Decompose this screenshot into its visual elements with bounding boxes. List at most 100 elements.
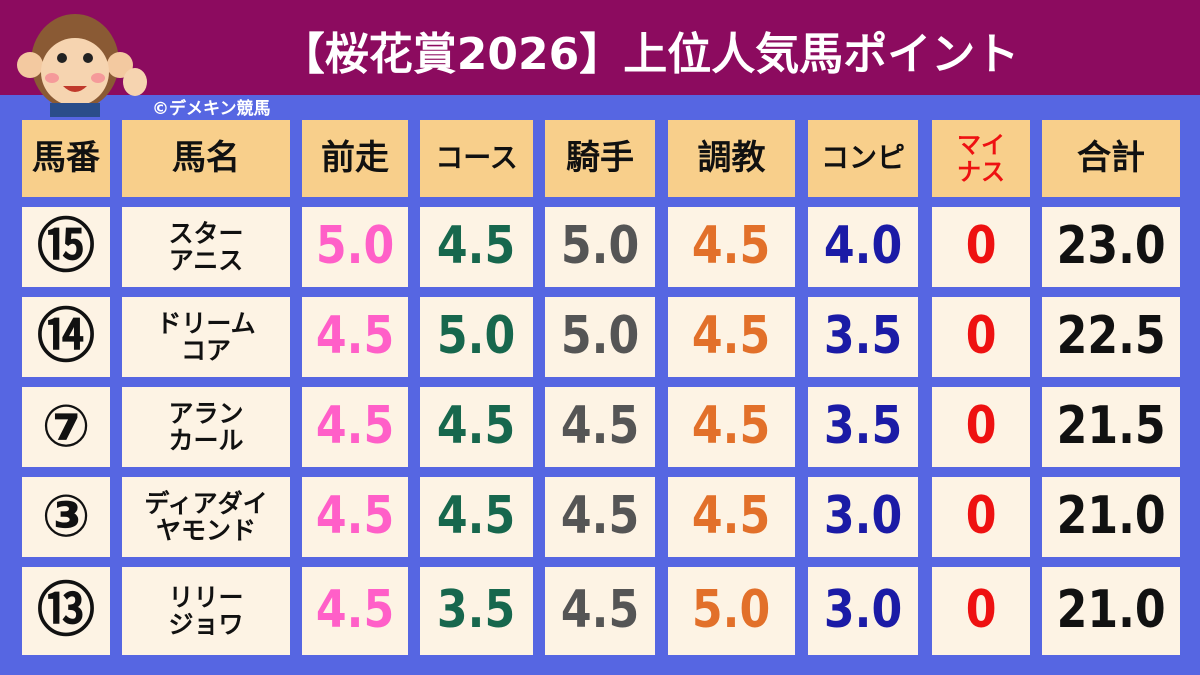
- name-text: スター: [168, 218, 244, 248]
- score: 5.0: [437, 306, 516, 367]
- header-band: [0, 0, 1200, 95]
- column-header: 調教: [668, 120, 795, 197]
- score-cell: 3.5: [808, 387, 918, 467]
- number-text: ③: [41, 482, 91, 551]
- score: 4.5: [692, 396, 771, 457]
- header-text: ナス: [957, 157, 1005, 186]
- score: 23.0: [1056, 216, 1166, 277]
- title: 【桜花賞2026】上位人気馬ポイント: [280, 29, 1020, 80]
- score-cell: 0: [932, 387, 1030, 467]
- header-text: 騎手: [566, 137, 634, 178]
- score: 21.0: [1056, 580, 1166, 641]
- score: 4.5: [560, 486, 640, 547]
- score-cell: 5.0: [302, 207, 408, 287]
- number-text: ⑬: [36, 576, 95, 645]
- score: 4.5: [315, 396, 395, 457]
- score-cell: 4.5: [302, 297, 408, 377]
- column-header: 前走: [302, 120, 408, 197]
- score: 4.5: [692, 216, 771, 277]
- score-cell: 21.0: [1042, 477, 1180, 557]
- score-cell: 3.0: [808, 567, 918, 655]
- column-header: 馬名: [122, 120, 290, 197]
- score: 4.0: [823, 216, 903, 277]
- score-cell: 4.5: [420, 207, 533, 287]
- horse-number: ⑭: [22, 297, 110, 377]
- score-cell: 21.5: [1042, 387, 1180, 467]
- score-cell: 4.5: [668, 387, 795, 467]
- header-text: コース: [435, 141, 518, 175]
- score: 21.0: [1056, 486, 1166, 547]
- header-text: 馬番: [32, 137, 100, 178]
- score: 5.0: [692, 580, 771, 641]
- score: 4.5: [437, 486, 516, 547]
- horse-number: ⑮: [22, 207, 110, 287]
- column-header: コンピ: [808, 120, 918, 197]
- score: 0: [965, 396, 997, 457]
- name-text: ジョワ: [168, 610, 244, 639]
- score-cell: 5.0: [420, 297, 533, 377]
- header-text: 合計: [1077, 137, 1145, 178]
- header-text: 馬名: [172, 137, 240, 178]
- score: 0: [965, 306, 997, 367]
- score: 3.5: [437, 580, 516, 641]
- score: 0: [965, 216, 997, 277]
- score-cell: 5.0: [545, 207, 655, 287]
- number-text: ⑭: [36, 302, 95, 371]
- score-cell: 5.0: [545, 297, 655, 377]
- score: 4.5: [315, 306, 395, 367]
- horse-name: リリー ジョワ: [122, 567, 290, 655]
- score-cell: 4.5: [420, 387, 533, 467]
- score-cell: 21.0: [1042, 567, 1180, 655]
- score-cell: 4.5: [302, 387, 408, 467]
- name-text: ディアダイ: [144, 488, 268, 518]
- horse-name: アラン カール: [122, 387, 290, 467]
- column-header: 騎手: [545, 120, 655, 197]
- score-cell: 4.5: [545, 477, 655, 557]
- score: 0: [965, 580, 997, 641]
- score-cell: 22.5: [1042, 297, 1180, 377]
- score: 4.5: [692, 486, 771, 547]
- number-text: ⑦: [41, 392, 91, 461]
- score-cell: 0: [932, 297, 1030, 377]
- score-cell: 3.5: [808, 297, 918, 377]
- horse-name: ディアダイ ヤモンド: [122, 477, 290, 557]
- score: 5.0: [560, 216, 640, 277]
- score-cell: 3.0: [808, 477, 918, 557]
- horse-name: ドリーム コア: [122, 297, 290, 377]
- credit: ©デメキン競馬: [152, 99, 271, 119]
- score: 5.0: [315, 216, 395, 277]
- name-text: ドリーム: [156, 308, 256, 338]
- score-cell: 4.5: [302, 477, 408, 557]
- score-cell: 3.5: [420, 567, 533, 655]
- score: 5.0: [560, 306, 640, 367]
- score: 0: [965, 486, 997, 547]
- score: 3.0: [823, 580, 903, 641]
- score: 22.5: [1056, 306, 1166, 367]
- score-cell: 0: [932, 207, 1030, 287]
- name-text: アニス: [168, 246, 244, 275]
- score: 4.5: [437, 396, 516, 457]
- score-cell: 0: [932, 477, 1030, 557]
- name-text: リリー: [168, 582, 244, 612]
- score: 4.5: [315, 580, 395, 641]
- column-header: 合計: [1042, 120, 1180, 197]
- name-text: コア: [180, 336, 231, 365]
- mascot: [17, 14, 147, 117]
- score: 3.5: [823, 396, 903, 457]
- name-text: アラン: [168, 398, 244, 428]
- name-text: ヤモンド: [155, 516, 256, 545]
- score-cell: 0: [932, 567, 1030, 655]
- number-text: ⑮: [36, 212, 95, 281]
- header-text: マイ: [957, 131, 1005, 160]
- score-cell: 23.0: [1042, 207, 1180, 287]
- score-cell: 4.0: [808, 207, 918, 287]
- horse-number: ⑦: [22, 387, 110, 467]
- score-cell: 4.5: [302, 567, 408, 655]
- header-text: コンピ: [820, 141, 905, 175]
- score: 3.5: [823, 306, 903, 367]
- horse-name: スター アニス: [122, 207, 290, 287]
- header-text: 前走: [321, 137, 389, 178]
- column-header: コース: [420, 120, 533, 197]
- score-cell: 4.5: [668, 297, 795, 377]
